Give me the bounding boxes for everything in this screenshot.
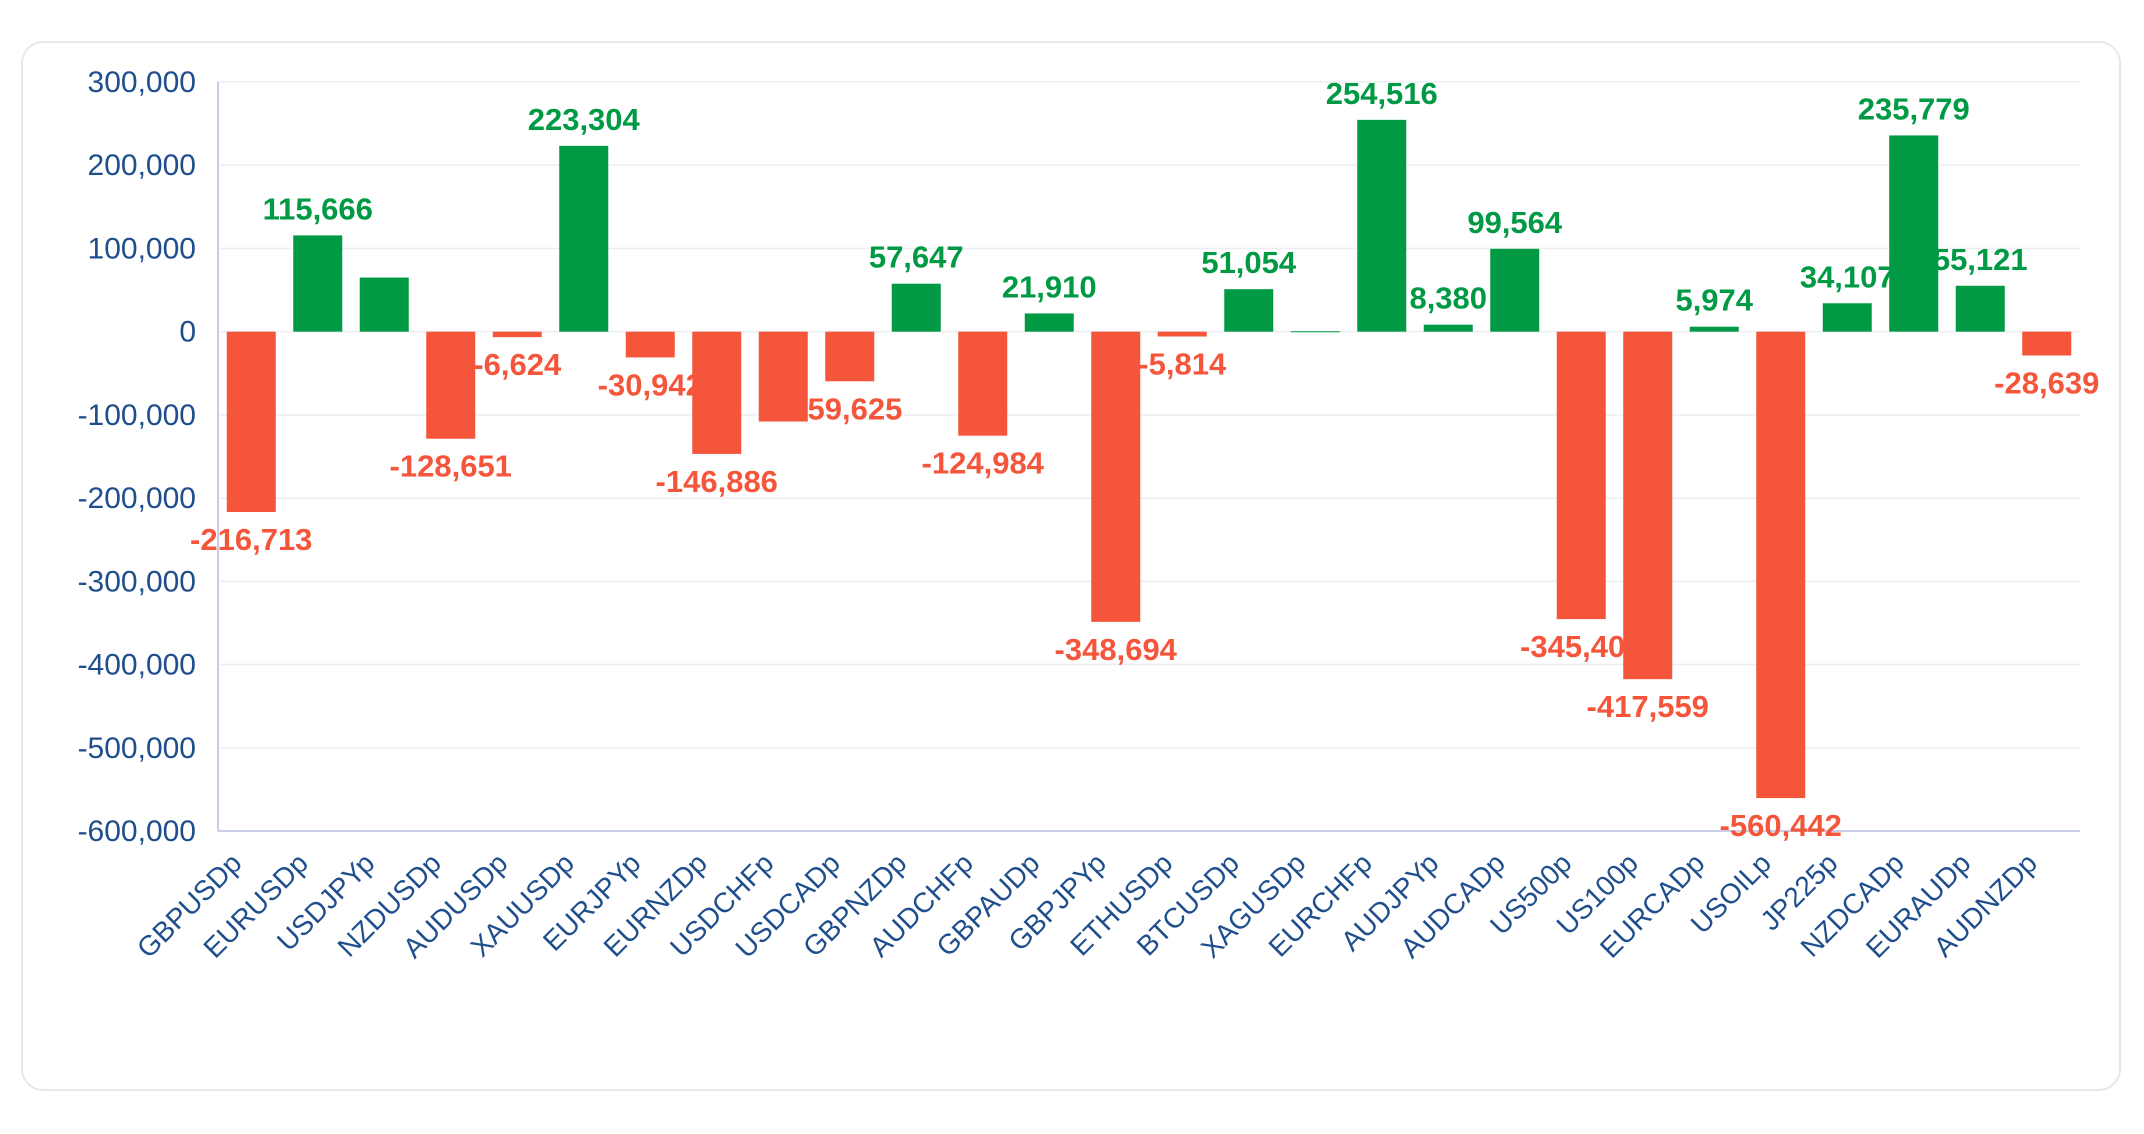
bar bbox=[1224, 289, 1274, 332]
y-tick-label: 300,000 bbox=[88, 66, 196, 99]
y-tick-label: 0 bbox=[179, 316, 196, 349]
bars bbox=[226, 119, 2072, 799]
data-label: -59,625 bbox=[797, 391, 902, 426]
data-label: 235,779 bbox=[1858, 91, 1970, 126]
bar bbox=[1357, 119, 1407, 332]
bar bbox=[226, 331, 276, 513]
data-label: -124,984 bbox=[922, 446, 1045, 481]
data-label: 223,304 bbox=[528, 102, 641, 137]
data-label: -28,639 bbox=[1994, 366, 2099, 401]
y-tick-label: -200,000 bbox=[78, 482, 196, 515]
data-label: -560,442 bbox=[1720, 808, 1842, 843]
bar bbox=[891, 283, 941, 332]
bar bbox=[559, 145, 609, 332]
value-labels: -216,713 115,666 -128,651 -6,624 223,304 -30,… bbox=[190, 76, 2099, 843]
bar bbox=[692, 331, 742, 454]
y-tick-label: -300,000 bbox=[78, 565, 196, 598]
bar bbox=[293, 235, 343, 332]
bar bbox=[1290, 331, 1340, 333]
y-tick-label: -100,000 bbox=[78, 399, 196, 432]
data-label: -5,814 bbox=[1138, 347, 1227, 382]
data-label: -128,651 bbox=[390, 449, 512, 484]
bar bbox=[1024, 313, 1074, 332]
y-tick-label: 100,000 bbox=[88, 232, 196, 265]
bar bbox=[426, 331, 476, 439]
data-label: 8,380 bbox=[1409, 281, 1487, 316]
data-label: 55,121 bbox=[1933, 242, 2028, 277]
bar bbox=[1822, 303, 1872, 332]
bar bbox=[1490, 248, 1540, 332]
bar bbox=[1157, 331, 1207, 337]
bar bbox=[1556, 331, 1606, 620]
bar bbox=[1955, 285, 2005, 332]
y-tick-label: -400,000 bbox=[78, 649, 196, 682]
y-tick-label: -600,000 bbox=[78, 815, 196, 848]
bar bbox=[825, 331, 875, 382]
data-label: 57,647 bbox=[869, 240, 964, 275]
bar bbox=[1689, 326, 1739, 332]
bar bbox=[1756, 331, 1806, 799]
bar bbox=[492, 331, 542, 338]
data-label: 34,107 bbox=[1800, 259, 1895, 294]
bar bbox=[1623, 331, 1673, 680]
data-label: -216,713 bbox=[190, 522, 312, 557]
bar bbox=[958, 331, 1008, 436]
bar bbox=[1423, 324, 1473, 332]
bar bbox=[1889, 135, 1939, 332]
x-tick-labels: GBPUSDpEURUSDpUSDJPYpNZDUSDpAUDUSDpXAUUS… bbox=[131, 847, 2043, 964]
bar bbox=[2022, 331, 2072, 356]
data-label: -30,942 bbox=[598, 367, 703, 402]
data-label: 254,516 bbox=[1326, 76, 1438, 111]
data-label: -348,694 bbox=[1055, 632, 1178, 667]
y-tick-label: 200,000 bbox=[88, 149, 196, 182]
data-label: 99,564 bbox=[1467, 205, 1563, 240]
data-label: -345,400 bbox=[1520, 629, 1642, 664]
data-label: -146,886 bbox=[656, 464, 778, 499]
data-label: 5,974 bbox=[1675, 283, 1753, 318]
data-label: -6,624 bbox=[473, 347, 562, 382]
data-label: 21,910 bbox=[1002, 269, 1097, 304]
y-tick-label: -500,000 bbox=[78, 732, 196, 765]
bar bbox=[1091, 331, 1141, 622]
data-label: -417,559 bbox=[1587, 689, 1709, 724]
bar bbox=[758, 331, 808, 422]
y-tick-labels: 300,000 200,000 100,000 0 -100,000 -200,000 -3… bbox=[78, 66, 196, 848]
bar bbox=[359, 277, 409, 332]
axes bbox=[217, 82, 2080, 832]
data-label: 51,054 bbox=[1201, 245, 1297, 280]
bar bbox=[625, 331, 675, 358]
data-label: 115,666 bbox=[263, 191, 373, 226]
